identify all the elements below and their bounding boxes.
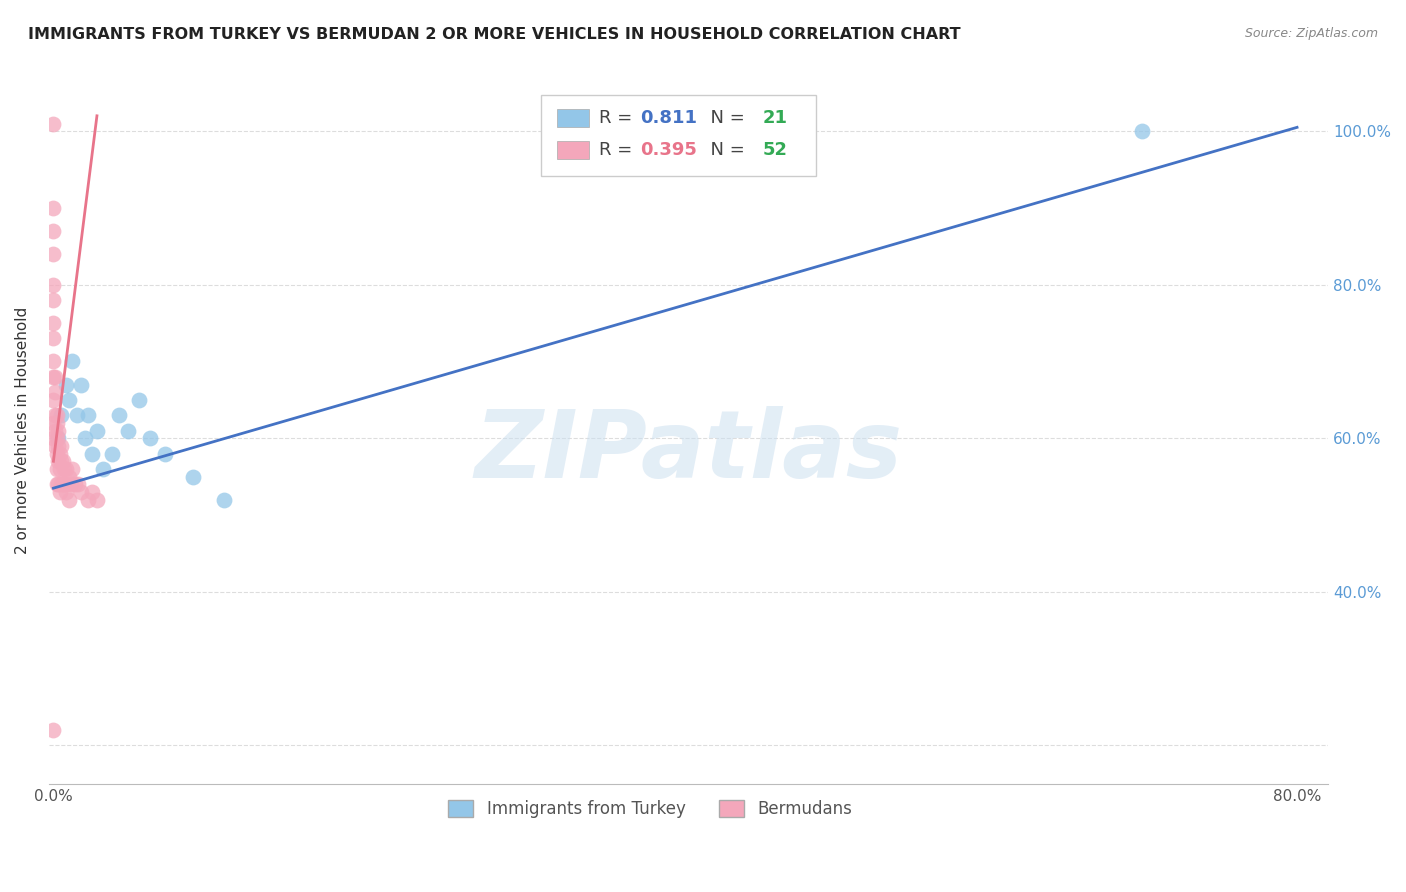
Point [45,416,67,430]
Point [55,485,77,500]
Point [181,469,204,483]
Point [76,492,98,507]
Point [42,116,65,130]
Point [82,485,104,500]
Point [56,477,79,491]
Point [55,462,77,476]
Bar [541,95,817,177]
Point [82,447,104,461]
Bar [557,141,589,159]
Point [44,424,66,438]
Point [107,409,129,423]
Text: IMMIGRANTS FROM TURKEY VS BERMUDAN 2 OR MORE VEHICLES IN HOUSEHOLD CORRELATION C: IMMIGRANTS FROM TURKEY VS BERMUDAN 2 OR … [28,27,960,42]
Point [67,477,90,491]
Point [48,462,70,476]
Point [51,439,73,453]
Point [44,439,66,453]
Point [63,477,86,491]
Point [53,477,76,491]
Point [46,439,69,453]
Point [73,431,96,445]
Text: 52: 52 [762,141,787,159]
Point [45,431,67,445]
Point [42,431,65,445]
Point [139,431,162,445]
Point [42,354,65,368]
Point [42,369,65,384]
Point [45,409,67,423]
Text: ZIPatlas: ZIPatlas [474,406,903,498]
Point [58,469,80,483]
Point [86,424,108,438]
Point [42,224,65,238]
Point [42,277,65,292]
Point [91,462,114,476]
Point [58,492,80,507]
Point [51,409,73,423]
Point [58,392,80,407]
Point [51,477,73,491]
Point [86,492,108,507]
Text: R =: R = [599,141,638,159]
Point [1130,124,1153,138]
Point [70,377,93,392]
Point [76,409,98,423]
Text: N =: N = [699,109,751,127]
Point [70,485,93,500]
Point [60,354,83,368]
Point [51,454,73,468]
Point [60,462,83,476]
Point [45,447,67,461]
Point [46,477,69,491]
Point [214,492,236,507]
Text: R =: R = [599,109,638,127]
Point [44,385,66,400]
Point [59,477,82,491]
Bar [557,109,589,127]
Point [45,462,67,476]
Point [42,293,65,307]
Point [101,447,124,461]
Point [128,392,150,407]
Text: 0.395: 0.395 [640,141,697,159]
Point [52,454,75,468]
Point [155,447,177,461]
Point [52,477,75,491]
Point [42,247,65,261]
Text: Source: ZipAtlas.com: Source: ZipAtlas.com [1244,27,1378,40]
Point [66,409,89,423]
Text: N =: N = [699,141,751,159]
Point [48,485,70,500]
Legend: Immigrants from Turkey, Bermudans: Immigrants from Turkey, Bermudans [441,793,859,825]
Point [42,201,65,215]
Point [42,416,65,430]
Point [44,369,66,384]
Point [46,431,69,445]
Point [117,424,139,438]
Point [55,377,77,392]
Point [46,454,69,468]
Point [44,409,66,423]
Text: 0.811: 0.811 [640,109,697,127]
Y-axis label: 2 or more Vehicles in Household: 2 or more Vehicles in Household [15,307,30,554]
Point [46,424,69,438]
Point [42,723,65,737]
Text: 21: 21 [762,109,787,127]
Point [48,447,70,461]
Point [53,462,76,476]
Point [42,392,65,407]
Point [42,316,65,330]
Point [45,477,67,491]
Point [42,331,65,345]
